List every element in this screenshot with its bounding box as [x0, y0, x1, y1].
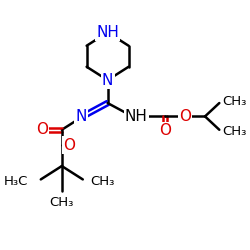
Text: NH: NH — [96, 25, 119, 40]
Text: CH₃: CH₃ — [90, 175, 115, 188]
Text: O: O — [64, 138, 76, 152]
Text: N: N — [102, 73, 113, 88]
Text: O: O — [36, 122, 48, 137]
Text: N: N — [75, 109, 86, 124]
Text: H₃C: H₃C — [4, 175, 28, 188]
Text: O: O — [159, 123, 171, 138]
Text: O: O — [179, 109, 191, 124]
Text: NH: NH — [125, 109, 148, 124]
Text: CH₃: CH₃ — [50, 196, 74, 209]
Text: CH₃: CH₃ — [222, 95, 246, 108]
Text: CH₃: CH₃ — [222, 125, 246, 138]
